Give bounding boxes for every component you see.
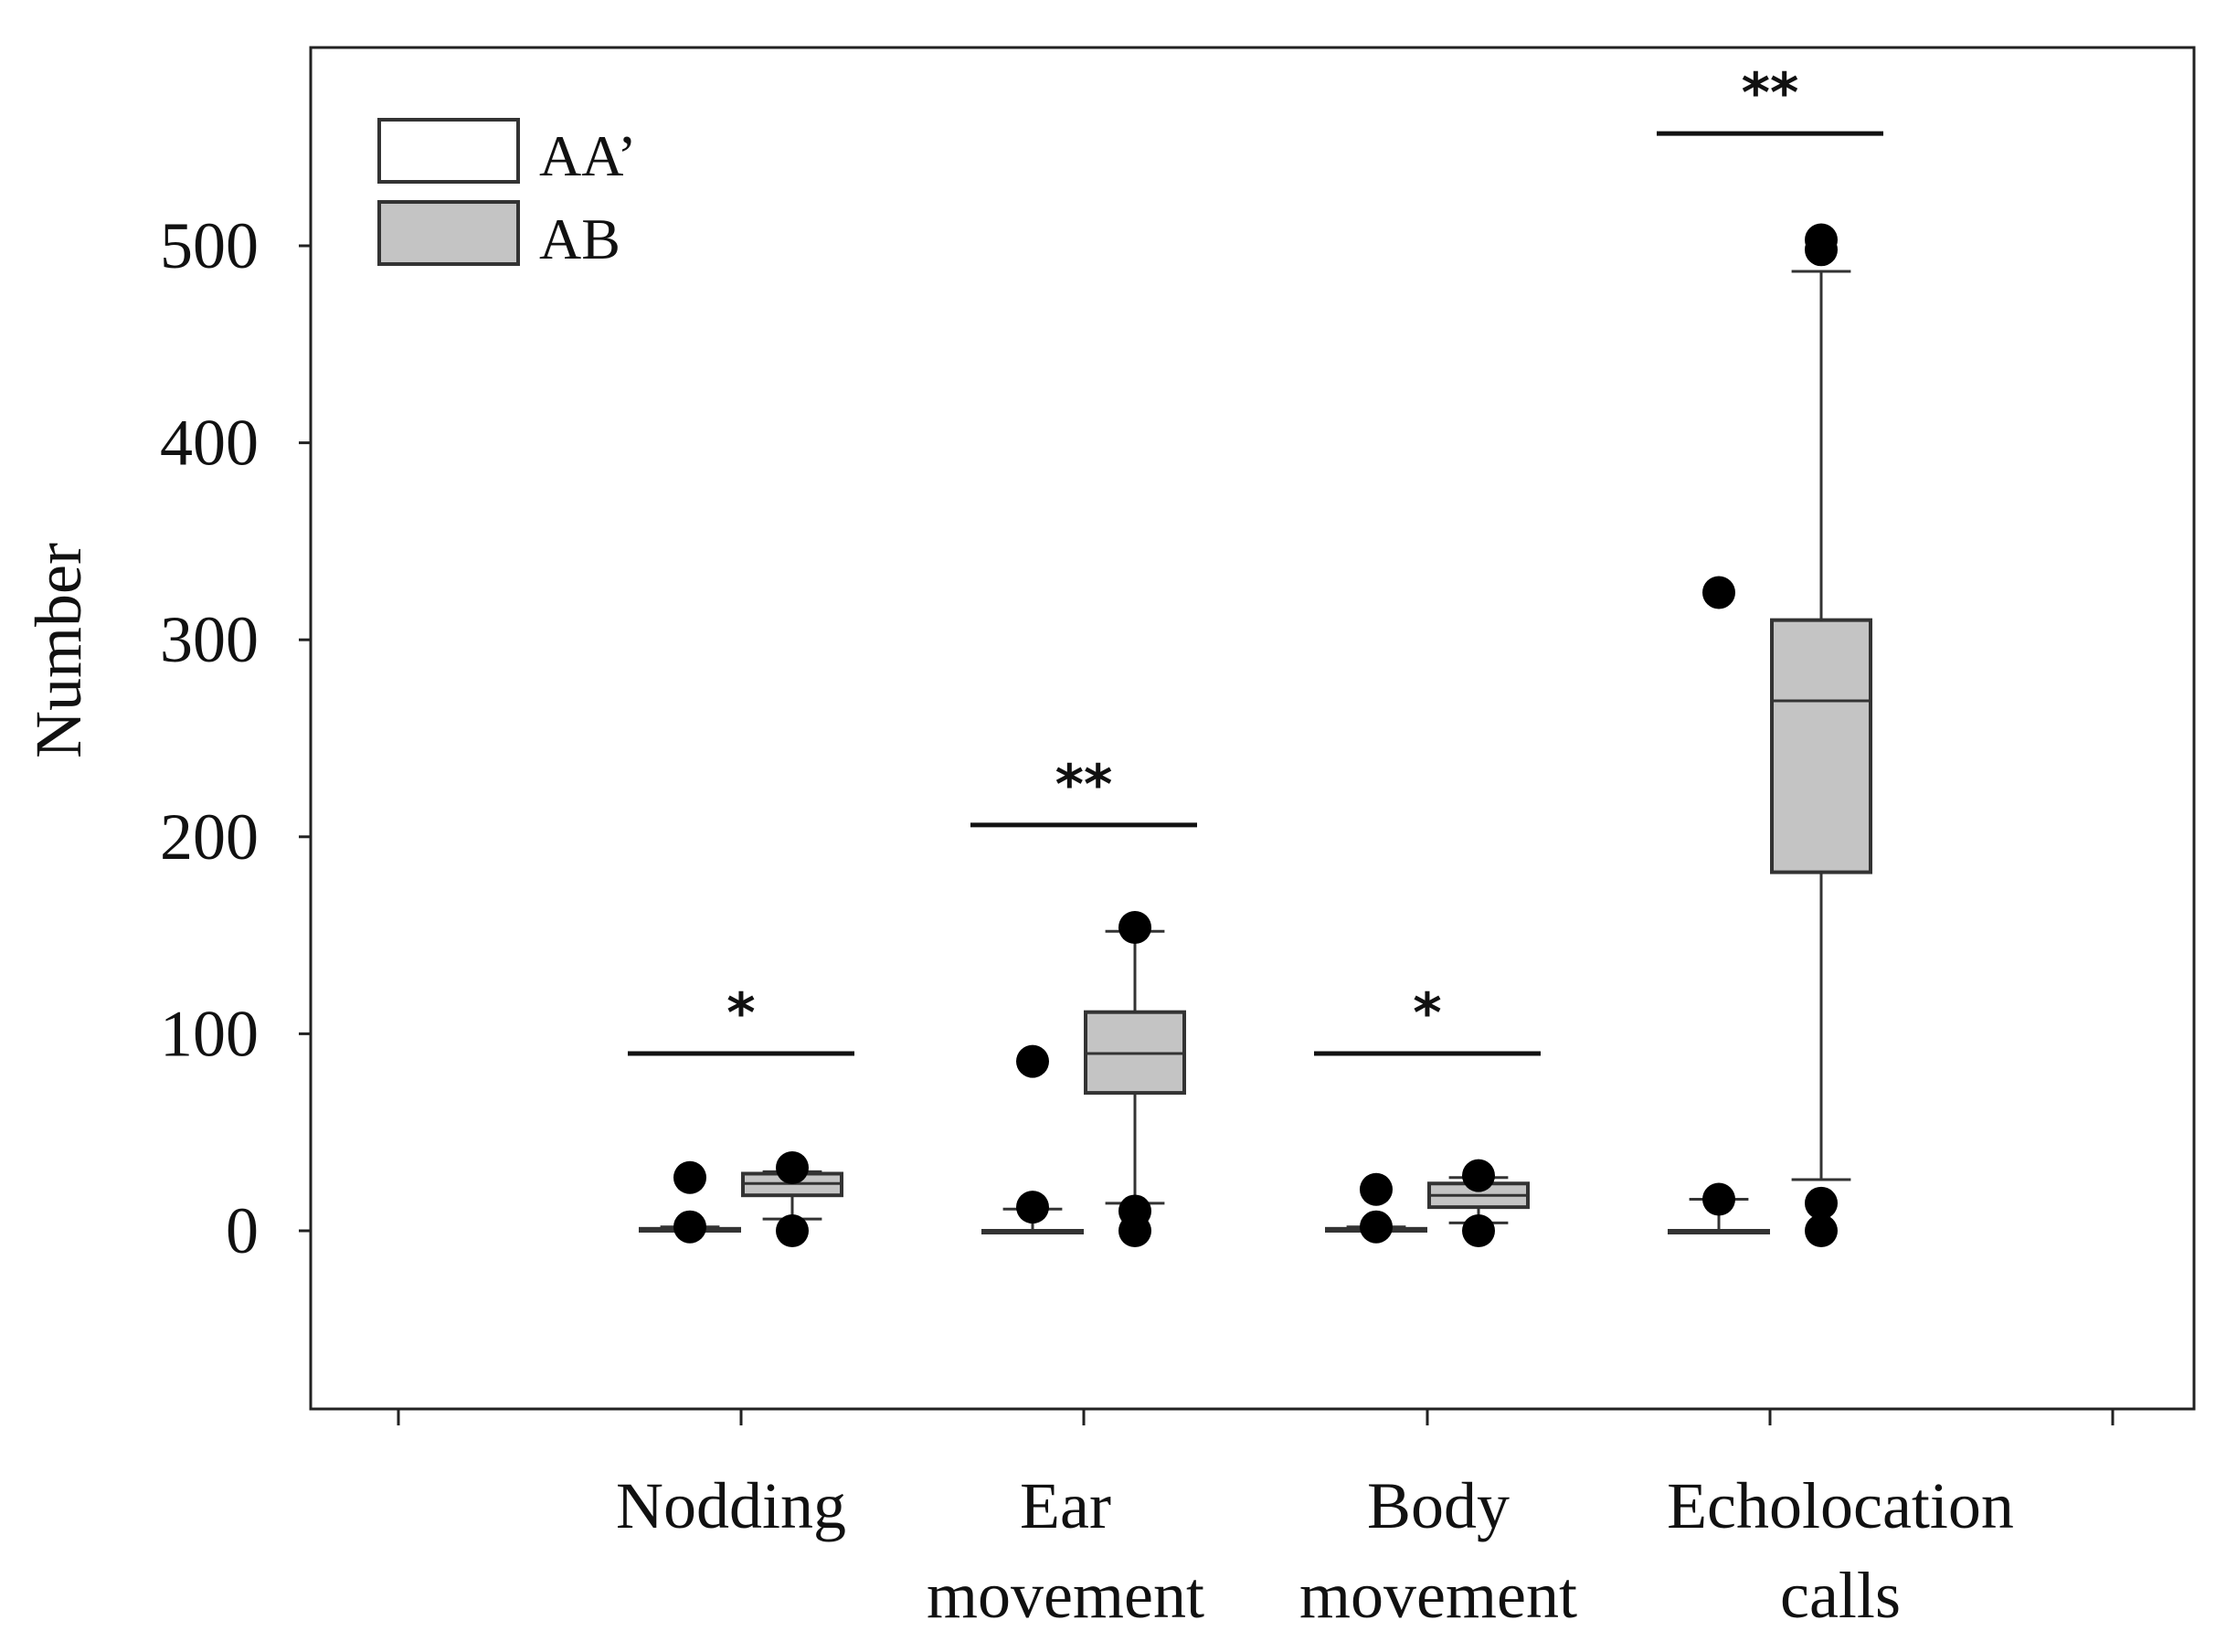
box-1-1: [1084, 910, 1186, 1247]
y-tick-label: 400: [160, 407, 259, 480]
outlier-point: [1702, 1182, 1735, 1216]
outlier-point: [1805, 223, 1838, 257]
category-label: calls: [1780, 1559, 1901, 1632]
legend-label-aa: AA’: [539, 123, 637, 188]
y-tick-label: 300: [160, 603, 259, 676]
significance-label: *: [726, 981, 755, 1045]
category-label: Body: [1367, 1469, 1510, 1542]
outlier-point: [1462, 1214, 1495, 1247]
category-label: movement: [927, 1559, 1204, 1632]
category-label: movement: [1299, 1559, 1577, 1632]
significance-markers: ******: [628, 61, 1883, 1056]
category-label: Nodding: [616, 1469, 846, 1542]
outlier-point: [1118, 1194, 1151, 1228]
box-1-0: [981, 1044, 1084, 1234]
box-2-0: [1325, 1172, 1427, 1244]
legend-swatch-aa: [377, 118, 520, 184]
box-3-0: [1668, 576, 1770, 1234]
outlier-point: [673, 1160, 706, 1194]
x-axis: Nodding Ear movement Body movement Echolocati…: [397, 1409, 2115, 1632]
outlier-point: [1805, 1186, 1838, 1220]
outlier-point: [776, 1214, 809, 1247]
y-tick-label: 0: [226, 1194, 259, 1267]
y-tick-label: 200: [160, 800, 259, 874]
outlier-point: [776, 1151, 809, 1185]
box-body: [1770, 618, 1872, 874]
outlier-point: [673, 1210, 706, 1244]
legend-swatch-ab: [377, 200, 520, 266]
y-axis-title: Number: [22, 543, 95, 758]
category-label: Echolocation: [1667, 1469, 2014, 1542]
outlier-point: [1462, 1159, 1495, 1192]
box-3-1: [1770, 223, 1872, 1247]
box-0-1: [741, 1151, 843, 1247]
box-0-0: [639, 1160, 741, 1244]
significance-label: *: [1413, 981, 1441, 1045]
y-tick-label: 100: [160, 997, 259, 1070]
outlier-point: [1805, 1214, 1838, 1247]
outlier-point: [1360, 1210, 1393, 1244]
outlier-point: [1016, 1191, 1049, 1224]
y-axis: 0 100 200 300 400 500: [160, 209, 311, 1267]
legend: AA’ AB: [377, 118, 637, 271]
outlier-point: [1118, 910, 1151, 944]
y-tick-label: 500: [160, 209, 259, 282]
outlier-point: [1360, 1172, 1393, 1206]
significance-label: **: [1742, 61, 1799, 125]
legend-label-ab: AB: [539, 206, 620, 271]
outlier-point: [1702, 576, 1735, 609]
box-2-1: [1427, 1159, 1530, 1247]
boxes: [639, 223, 1872, 1247]
category-label: Ear: [1020, 1469, 1111, 1542]
outlier-point: [1016, 1044, 1049, 1078]
significance-label: **: [1055, 753, 1113, 817]
